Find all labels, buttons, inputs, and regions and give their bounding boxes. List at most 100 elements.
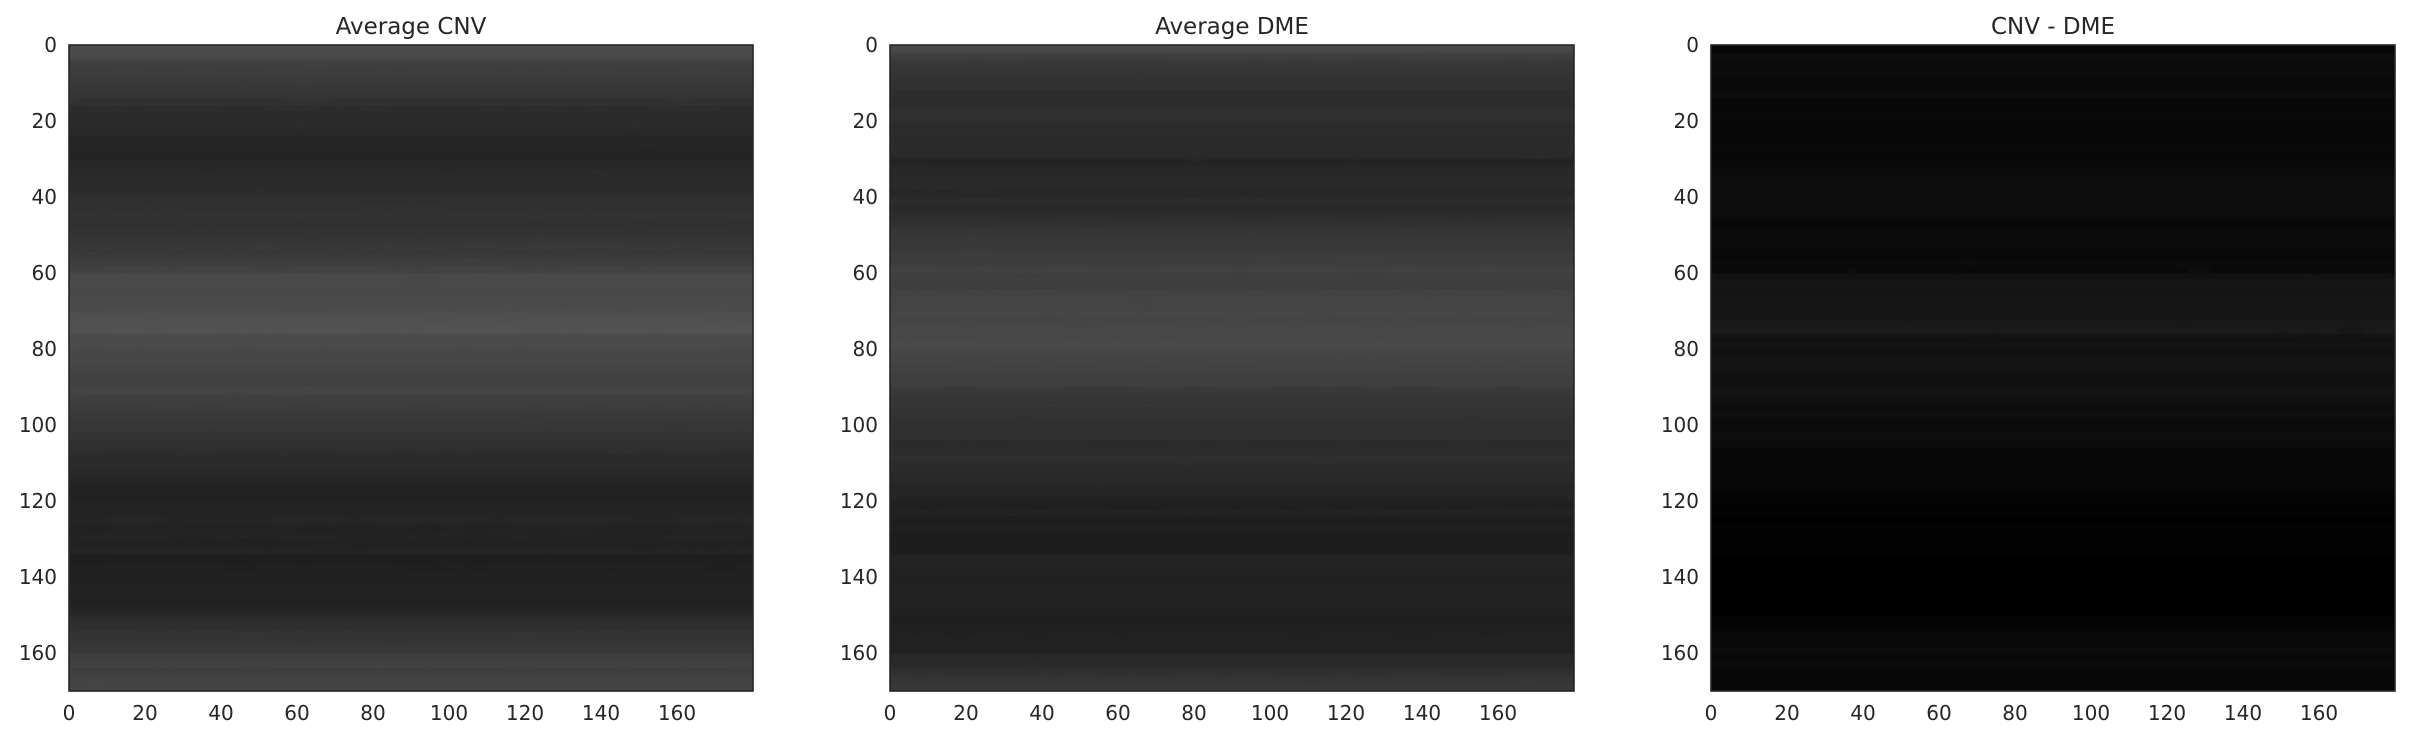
heatmap-band (1711, 531, 2395, 540)
heatmap-band (890, 463, 1574, 472)
heatmap-band (69, 463, 753, 472)
heatmap-band (1711, 409, 2395, 418)
heatmap-band (890, 143, 1574, 152)
heatmap-band (69, 394, 753, 403)
heatmap-band (1711, 417, 2395, 426)
heatmap-band (69, 174, 753, 183)
y-tick-label: 140 (19, 565, 57, 589)
heatmap-band (890, 166, 1574, 175)
heatmap-band (890, 242, 1574, 251)
heatmap-band (1711, 508, 2395, 517)
heatmap-band (69, 326, 753, 335)
heatmap-band (69, 402, 753, 411)
heatmap-band (1711, 250, 2395, 259)
heatmap-band (890, 349, 1574, 358)
y-tick-label: 20 (32, 109, 57, 133)
heatmap-band (1711, 463, 2395, 472)
y-tick-label: 40 (853, 185, 878, 209)
heatmap-band (69, 83, 753, 92)
heatmap-band (69, 121, 753, 130)
x-tick-label: 60 (1926, 701, 1951, 725)
x-tick-label: 140 (1403, 701, 1441, 725)
heatmap-band (890, 447, 1574, 456)
heatmap-band (890, 174, 1574, 183)
y-tick-label: 0 (865, 33, 878, 57)
y-tick-label: 60 (32, 261, 57, 285)
x-tick-label: 20 (953, 701, 978, 725)
heatmap-band (69, 417, 753, 426)
heatmap-band (1711, 554, 2395, 563)
heatmap-band (890, 257, 1574, 266)
heatmap-band (1711, 151, 2395, 160)
heatmap-band (1711, 204, 2395, 213)
x-tick-label: 160 (1479, 701, 1517, 725)
heatmap-band (1711, 394, 2395, 403)
x-tick-label: 40 (1850, 701, 1875, 725)
heatmap-band (1711, 181, 2395, 190)
x-tick-label: 100 (430, 701, 468, 725)
heatmap-band (890, 607, 1574, 616)
heatmap-band (890, 181, 1574, 190)
heatmap-band (1711, 98, 2395, 107)
heatmap-band (69, 295, 753, 304)
heatmap-band (1711, 333, 2395, 342)
x-tick-label: 40 (208, 701, 233, 725)
heatmap-band (69, 653, 753, 662)
x-tick-label: 20 (1774, 701, 1799, 725)
heatmap-band (69, 584, 753, 593)
heatmap-band (1711, 653, 2395, 662)
heatmap-band (69, 440, 753, 449)
heatmap-band (1711, 402, 2395, 411)
heatmap-band (69, 113, 753, 122)
heatmap-band (1711, 455, 2395, 464)
x-tick-label: 40 (1029, 701, 1054, 725)
y-tick-label: 160 (1661, 641, 1699, 665)
heatmap-band (69, 599, 753, 608)
heatmap-band (890, 622, 1574, 631)
heatmap-band (69, 455, 753, 464)
heatmap-band (1711, 485, 2395, 494)
heatmap-base (890, 45, 1574, 691)
heatmap-band (890, 523, 1574, 532)
heatmap-band (1711, 569, 2395, 578)
heatmap-band (69, 592, 753, 601)
heatmap-band (1711, 318, 2395, 327)
heatmap-band (890, 273, 1574, 282)
heatmap-band (1711, 174, 2395, 183)
heatmap-band (890, 318, 1574, 327)
heatmap-band (890, 539, 1574, 548)
heatmap-band (890, 105, 1574, 114)
heatmap-band (1711, 432, 2395, 441)
heatmap-band (890, 637, 1574, 646)
heatmap-band (69, 364, 753, 373)
axes-frame (1710, 44, 2396, 692)
y-tick-label: 140 (1661, 565, 1699, 589)
heatmap-band (890, 364, 1574, 373)
heatmap-band (890, 303, 1574, 312)
heatmap-band (1711, 440, 2395, 449)
heatmap-band (1711, 622, 2395, 631)
heatmap-band (69, 189, 753, 198)
heatmap-band (1711, 523, 2395, 532)
x-tick-label: 160 (2300, 701, 2338, 725)
heatmap-band (1711, 326, 2395, 335)
heatmap-band (1711, 470, 2395, 479)
heatmap-band (69, 501, 753, 510)
heatmap-band (890, 356, 1574, 365)
x-tick-label: 0 (63, 701, 76, 725)
heatmap-band (69, 273, 753, 282)
heatmap-band (890, 508, 1574, 517)
heatmap-band (890, 531, 1574, 540)
heatmap-band (1711, 257, 2395, 266)
heatmap-band (890, 493, 1574, 502)
heatmap-band (890, 219, 1574, 228)
heatmap-band (69, 485, 753, 494)
heatmap-band (1711, 60, 2395, 69)
panel-title: Average CNV (336, 14, 487, 40)
heatmap-band (1711, 599, 2395, 608)
heatmap-band (1711, 235, 2395, 244)
y-tick-label: 100 (1661, 413, 1699, 437)
x-tick-label: 80 (2002, 701, 2027, 725)
heatmap-image (69, 45, 753, 692)
heatmap-band (890, 235, 1574, 244)
